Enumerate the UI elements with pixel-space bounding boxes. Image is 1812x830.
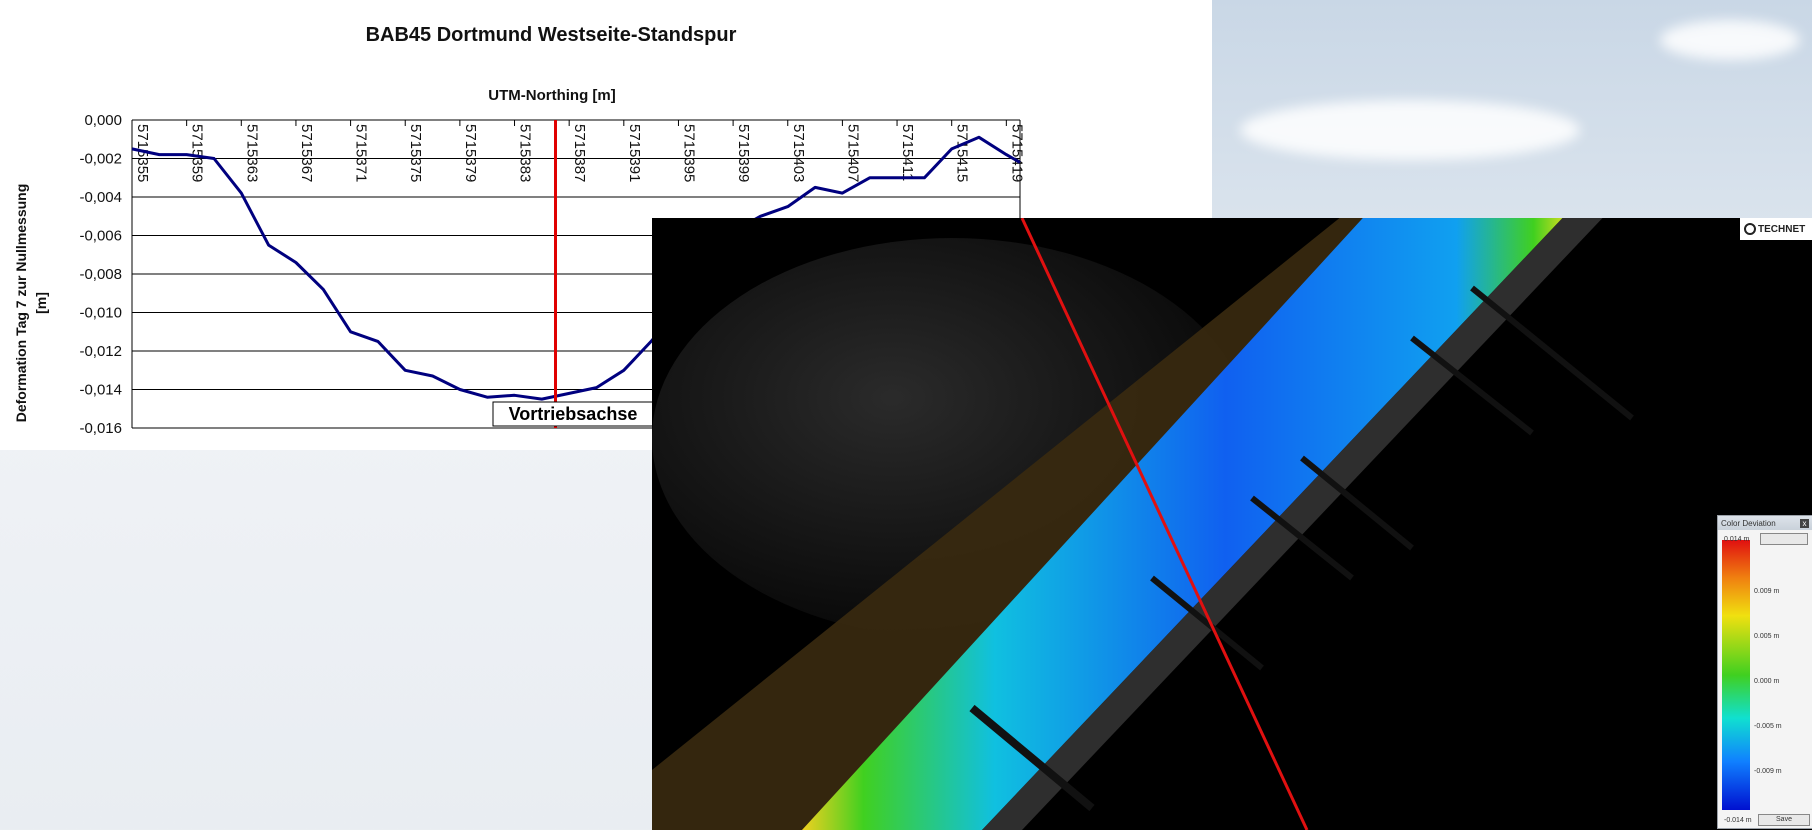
y-tick-label: -0,012 (79, 343, 122, 360)
technet-logo: TECHNET (1740, 218, 1812, 240)
annotation-group: Vortriebsachse (492, 120, 654, 428)
x-tick-label: 5715399 (735, 124, 752, 182)
x-tick-label: 5715415 (954, 124, 971, 182)
logo-text: TECHNET (1758, 223, 1806, 235)
chart-title: BAB45 Dortmund Westseite-Standspur (366, 24, 737, 46)
legend-tick: 0.005 m (1754, 633, 1780, 640)
x-tick-label: 5715363 (243, 124, 260, 182)
x-tick-label: 5715407 (844, 124, 861, 182)
x-tick-label: 5715395 (680, 124, 697, 182)
y-tick-label: -0,006 (79, 228, 122, 245)
x-tick-label: 5715419 (1008, 124, 1025, 182)
y-axis-label: Deformation Tag 7 zur Nullmessung (13, 184, 29, 423)
x-tick-label: 5715403 (790, 124, 807, 182)
x-tick-label: 5715411 (899, 124, 916, 181)
legend-tick: 0.000 m (1754, 678, 1780, 685)
legend-tick: 0.014 m (1724, 536, 1750, 543)
x-tick-label: 5715375 (407, 124, 424, 182)
series-line (131, 135, 1021, 401)
road-surface (802, 218, 1563, 830)
y-tick-label: -0,010 (79, 305, 122, 322)
y-tick-label: -0,002 (79, 151, 122, 168)
legend-title: Color Deviation (1721, 518, 1776, 528)
x-tick-label: 5715379 (462, 124, 479, 182)
color-scale-bar (1722, 540, 1750, 810)
point-cloud-scan (652, 218, 1812, 830)
y-tick-label: -0,014 (79, 382, 122, 399)
road-barrier (982, 218, 1603, 830)
point-cloud-render (652, 218, 1812, 830)
close-icon[interactable]: x (1800, 518, 1809, 528)
x-tick-label: 5715383 (517, 124, 534, 182)
annotation-label: Vortriebsachse (509, 404, 638, 424)
x-tick-label: 5715367 (298, 124, 315, 182)
cloud-shape (1240, 100, 1580, 160)
y-axis-label-unit: [m] (33, 292, 49, 314)
series-group (131, 135, 1021, 401)
save-button[interactable]: Save (1758, 814, 1810, 826)
y-tick-label: 0,000 (84, 112, 122, 129)
y-tick-label: -0,004 (79, 189, 122, 206)
axis-line-scan (1020, 218, 1309, 830)
save-icon[interactable] (1760, 533, 1808, 545)
logo-circle-icon (1744, 223, 1756, 235)
x-tick-labels: 5715355 5715359 5715363 5715367 5715371 57153… (134, 124, 1025, 182)
legend-tick: -0.005 m (1754, 723, 1782, 730)
cloud-shape (1660, 20, 1800, 60)
deformation-chart: BAB45 Dortmund Westseite-Standspur UTM-N… (13, 24, 1025, 437)
x-tick-label: 5715355 (134, 124, 151, 182)
legend-header: Color Deviation x (1718, 516, 1812, 530)
legend-tick: -0.014 m (1724, 817, 1752, 824)
annotation-box (492, 401, 654, 427)
legend-tick: -0.009 m (1754, 768, 1782, 775)
color-deviation-panel[interactable]: Color Deviation x 0.014 m 0.009 m 0.005 … (1717, 515, 1812, 829)
legend-tick: 0.009 m (1754, 588, 1780, 595)
x-tick-label: 5715391 (626, 124, 643, 182)
x-tick-label: 5715387 (571, 124, 588, 182)
y-tick-labels: 0,000 -0,002 -0,004 -0,006 -0,008 -0,010 -0,01… (79, 112, 122, 437)
y-axis-label-group: Deformation Tag 7 zur Nullmessung [m] (13, 184, 49, 423)
x-tick-label: 5715371 (353, 124, 370, 182)
x-tick-label: 5715359 (189, 124, 206, 182)
y-tick-label: -0,008 (79, 266, 122, 283)
y-tick-label: -0,016 (79, 420, 122, 437)
x-axis-label: UTM-Northing [m] (488, 87, 615, 104)
